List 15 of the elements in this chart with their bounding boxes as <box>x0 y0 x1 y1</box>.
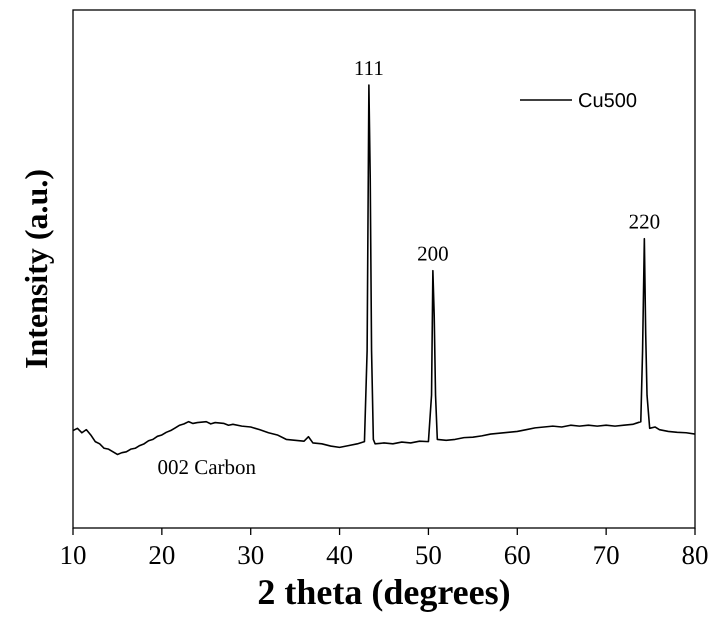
y-axis-title: Intensity (a.u.) <box>18 168 54 370</box>
x-tick-label: 30 <box>237 540 264 570</box>
legend-label: Cu500 <box>578 90 637 112</box>
annotation: 220 <box>628 210 660 234</box>
x-tick-label: 20 <box>148 540 176 570</box>
x-tick-label: 10 <box>60 540 86 570</box>
annotation: 111 <box>354 56 384 80</box>
x-tick-label: 80 <box>682 540 708 570</box>
x-tick-label: 50 <box>414 540 442 570</box>
x-tick-label: 70 <box>592 540 620 570</box>
x-axis-title: 2 theta (degrees) <box>257 572 511 612</box>
annotation: 200 <box>417 242 449 266</box>
x-tick-label: 60 <box>504 540 531 570</box>
annotation: 002 Carbon <box>157 455 257 479</box>
x-tick-label: 40 <box>326 540 354 570</box>
